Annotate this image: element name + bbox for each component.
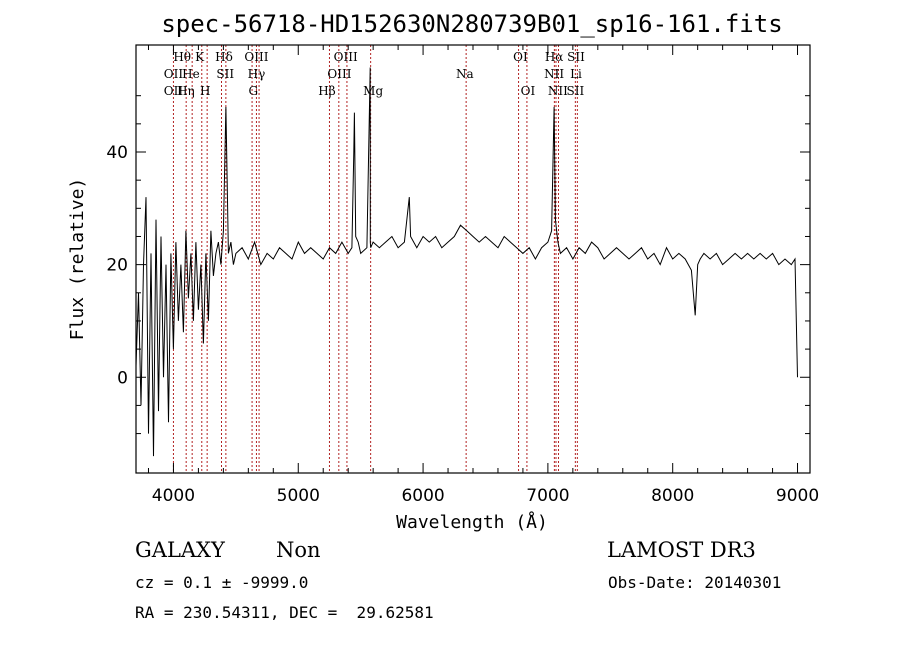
line-label-10: SII xyxy=(216,67,234,81)
line-label-13: Na xyxy=(456,67,474,81)
spectrum-layer xyxy=(136,67,798,457)
chart-title: spec-56718-HD152630N280739B01_sp16-161.f… xyxy=(161,10,782,38)
y-tick-label-0: 0 xyxy=(117,368,128,388)
line-label-18: H xyxy=(200,84,210,98)
coordinates: RA = 230.54311, DEC = 29.62581 xyxy=(135,603,434,622)
observation-date: Obs-Date: 20140301 xyxy=(608,573,782,592)
line-label-5: OI xyxy=(513,50,528,64)
object-subclass: Non xyxy=(276,538,321,562)
line-label-11: Hγ xyxy=(248,67,266,81)
line-markers xyxy=(172,45,578,473)
line-label-8: OII xyxy=(164,67,184,81)
y-tick-label-20: 20 xyxy=(106,256,128,276)
line-label-3: OIII xyxy=(244,50,268,64)
line-label-17: Hη xyxy=(177,84,195,98)
object-class: GALAXY xyxy=(135,538,225,562)
x-axis-label: Wavelength (Å) xyxy=(396,511,548,533)
line-label-22: OI xyxy=(521,84,536,98)
line-label-19: G xyxy=(249,84,259,98)
x-tick-label-4000: 4000 xyxy=(152,486,195,506)
y-tick-label-40: 40 xyxy=(106,143,128,163)
x-tick-label-9000: 9000 xyxy=(776,486,819,506)
x-tick-label-6000: 6000 xyxy=(401,486,444,506)
plot-frame xyxy=(135,44,811,474)
line-label-20: Hβ xyxy=(318,84,335,98)
line-label-1: K xyxy=(195,50,205,64)
line-label-9: He xyxy=(182,67,200,81)
line-label-24: SII xyxy=(566,84,584,98)
line-label-21: Mg xyxy=(363,84,383,98)
line-label-16: OII xyxy=(164,84,184,98)
x-tick-label-7000: 7000 xyxy=(526,486,569,506)
axis-ticks xyxy=(136,45,810,473)
redshift-cz: cz = 0.1 ± -9999.0 xyxy=(135,573,309,592)
y-axis-label: Flux (relative) xyxy=(67,178,88,341)
line-label-0: Hθ xyxy=(173,50,191,64)
line-label-15: Li xyxy=(570,67,582,81)
line-label-23: NII xyxy=(548,84,568,98)
line-label-12: OIII xyxy=(327,67,351,81)
x-tick-label-8000: 8000 xyxy=(651,486,694,506)
line-label-7: SII xyxy=(567,50,585,64)
x-tick-label-5000: 5000 xyxy=(277,486,320,506)
line-label-6: Hα xyxy=(545,50,564,64)
line-label-2: Hδ xyxy=(215,50,233,64)
survey-name: LAMOST DR3 xyxy=(607,538,756,562)
spectrum-line xyxy=(136,67,798,457)
axis-tick-labels: 4000 5000 6000 7000 8000 9000 0 20 40 xyxy=(106,143,819,506)
line-label-14: NII xyxy=(544,67,564,81)
line-label-4: OIII xyxy=(334,50,358,64)
